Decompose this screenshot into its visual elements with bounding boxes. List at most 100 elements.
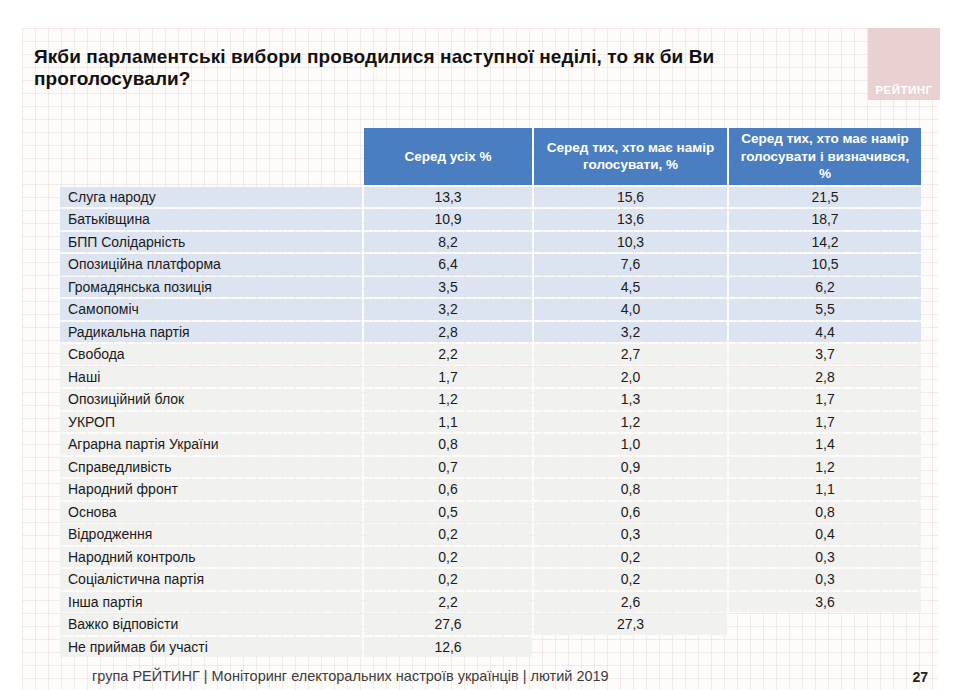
value-cell: 18,7 [729, 209, 921, 230]
value-cell: 2,2 [364, 592, 532, 613]
value-cell: 6,2 [729, 277, 921, 298]
value-cell: 2,6 [534, 592, 727, 613]
value-cell: 0,2 [534, 547, 727, 568]
table-row: Свобода2,22,73,7 [60, 344, 921, 365]
value-cell: 14,2 [729, 232, 921, 253]
table-row: БПП Солідарність8,210,314,2 [60, 232, 921, 253]
value-cell: 0,2 [364, 569, 532, 590]
value-cell: 1,2 [364, 389, 532, 410]
poll-results-table: Серед усіх % Серед тих, хто має намір го… [58, 126, 923, 659]
value-cell: 2,8 [364, 322, 532, 343]
value-cell: 4,4 [729, 322, 921, 343]
party-name-cell: Аграрна партія України [60, 434, 362, 455]
value-cell: 0,8 [729, 502, 921, 523]
value-cell: 3,7 [729, 344, 921, 365]
table-header: Серед усіх % Серед тих, хто має намір го… [60, 128, 921, 185]
value-cell: 10,9 [364, 209, 532, 230]
column-header-decided: Серед тих, хто має намір голосувати і ви… [729, 128, 921, 185]
corner-cell [60, 128, 362, 185]
page: Якби парламентські вибори проводилися на… [0, 0, 960, 690]
value-cell: 6,4 [364, 254, 532, 275]
value-cell: 1,7 [729, 389, 921, 410]
value-cell: 10,3 [534, 232, 727, 253]
value-cell: 0,6 [534, 502, 727, 523]
value-cell: 27,3 [534, 614, 727, 635]
party-name-cell: Громадянська позиція [60, 277, 362, 298]
party-name-cell: Наші [60, 367, 362, 388]
value-cell: 12,6 [364, 637, 532, 658]
party-name-cell: Відродження [60, 524, 362, 545]
party-name-cell: Справедливість [60, 457, 362, 478]
party-name-cell: Соціалістична партія [60, 569, 362, 590]
party-name-cell: Важко відповісти [60, 614, 362, 635]
table-row: Відродження0,20,30,4 [60, 524, 921, 545]
value-cell: 2,2 [364, 344, 532, 365]
table-body: Слуга народу13,315,621,5Батьківщина10,91… [60, 187, 921, 658]
party-name-cell: БПП Солідарність [60, 232, 362, 253]
party-name-cell: Народний фронт [60, 479, 362, 500]
value-cell [729, 614, 921, 635]
value-cell: 0,3 [534, 524, 727, 545]
value-cell: 10,5 [729, 254, 921, 275]
table-row: Народний фронт0,60,81,1 [60, 479, 921, 500]
table-row: Опозиційна платформа6,47,610,5 [60, 254, 921, 275]
value-cell: 3,2 [364, 299, 532, 320]
value-cell: 3,2 [534, 322, 727, 343]
table-row: Основа0,50,60,8 [60, 502, 921, 523]
table-row: Інша партія2,22,63,6 [60, 592, 921, 613]
party-name-cell: Опозиційний блок [60, 389, 362, 410]
value-cell: 7,6 [534, 254, 727, 275]
value-cell: 1,4 [729, 434, 921, 455]
value-cell: 13,3 [364, 187, 532, 208]
value-cell: 0,6 [364, 479, 532, 500]
table-row: Справедливість0,70,91,2 [60, 457, 921, 478]
party-name-cell: Радикальна партія [60, 322, 362, 343]
slide-background: Якби парламентські вибори проводилися на… [22, 28, 938, 690]
value-cell: 4,5 [534, 277, 727, 298]
page-number: 27 [912, 669, 928, 685]
value-cell: 2,7 [534, 344, 727, 365]
value-cell [729, 637, 921, 658]
value-cell: 0,5 [364, 502, 532, 523]
party-name-cell: Батьківщина [60, 209, 362, 230]
value-cell: 2,0 [534, 367, 727, 388]
value-cell: 0,2 [364, 524, 532, 545]
rating-logo-label: РЕЙТИНГ [875, 84, 932, 96]
page-title: Якби парламентські вибори проводилися на… [34, 46, 864, 90]
value-cell [534, 637, 727, 658]
table-row: Опозиційний блок1,21,31,7 [60, 389, 921, 410]
table-row: Самопоміч3,24,05,5 [60, 299, 921, 320]
value-cell: 1,7 [729, 412, 921, 433]
value-cell: 13,6 [534, 209, 727, 230]
value-cell: 0,9 [534, 457, 727, 478]
table-row: Громадянська позиція3,54,56,2 [60, 277, 921, 298]
table-row: Аграрна партія України0,81,01,4 [60, 434, 921, 455]
table-row: Наші1,72,02,8 [60, 367, 921, 388]
party-name-cell: Самопоміч [60, 299, 362, 320]
party-name-cell: Основа [60, 502, 362, 523]
party-name-cell: УКРОП [60, 412, 362, 433]
table-row: Слуга народу13,315,621,5 [60, 187, 921, 208]
value-cell: 21,5 [729, 187, 921, 208]
table-row: Не приймав би участі12,6 [60, 637, 921, 658]
table-row: УКРОП1,11,21,7 [60, 412, 921, 433]
value-cell: 0,8 [364, 434, 532, 455]
value-cell: 1,2 [729, 457, 921, 478]
value-cell: 4,0 [534, 299, 727, 320]
party-name-cell: Інша партія [60, 592, 362, 613]
party-name-cell: Слуга народу [60, 187, 362, 208]
value-cell: 0,4 [729, 524, 921, 545]
table-row: Батьківщина10,913,618,7 [60, 209, 921, 230]
value-cell: 2,8 [729, 367, 921, 388]
value-cell: 0,3 [729, 569, 921, 590]
footer-source: група РЕЙТИНГ | Моніторинг електоральних… [92, 668, 609, 684]
column-header-intend: Серед тих, хто має намір голосувати, % [534, 128, 727, 185]
value-cell: 1,2 [534, 412, 727, 433]
value-cell: 0,3 [729, 547, 921, 568]
table-row: Радикальна партія2,83,24,4 [60, 322, 921, 343]
value-cell: 15,6 [534, 187, 727, 208]
value-cell: 1,3 [534, 389, 727, 410]
value-cell: 0,2 [364, 547, 532, 568]
value-cell: 3,5 [364, 277, 532, 298]
party-name-cell: Народний контроль [60, 547, 362, 568]
